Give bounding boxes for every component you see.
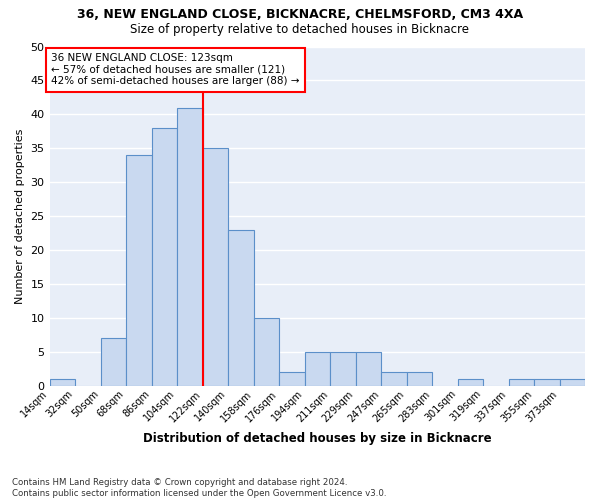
Bar <box>330 352 356 386</box>
X-axis label: Distribution of detached houses by size in Bicknacre: Distribution of detached houses by size … <box>143 432 491 445</box>
Bar <box>203 148 228 386</box>
Y-axis label: Number of detached properties: Number of detached properties <box>15 128 25 304</box>
Bar <box>254 318 279 386</box>
Bar <box>305 352 330 386</box>
Bar <box>407 372 432 386</box>
Bar <box>381 372 407 386</box>
Bar <box>126 155 152 386</box>
Bar <box>279 372 305 386</box>
Text: Size of property relative to detached houses in Bicknacre: Size of property relative to detached ho… <box>131 22 470 36</box>
Bar <box>177 108 203 386</box>
Bar <box>50 379 75 386</box>
Bar <box>458 379 483 386</box>
Text: Contains HM Land Registry data © Crown copyright and database right 2024.
Contai: Contains HM Land Registry data © Crown c… <box>12 478 386 498</box>
Bar <box>101 338 126 386</box>
Bar <box>560 379 585 386</box>
Text: 36 NEW ENGLAND CLOSE: 123sqm
← 57% of detached houses are smaller (121)
42% of s: 36 NEW ENGLAND CLOSE: 123sqm ← 57% of de… <box>51 54 299 86</box>
Bar <box>228 230 254 386</box>
Bar <box>509 379 534 386</box>
Bar <box>152 128 177 386</box>
Bar <box>534 379 560 386</box>
Bar <box>356 352 381 386</box>
Text: 36, NEW ENGLAND CLOSE, BICKNACRE, CHELMSFORD, CM3 4XA: 36, NEW ENGLAND CLOSE, BICKNACRE, CHELMS… <box>77 8 523 20</box>
